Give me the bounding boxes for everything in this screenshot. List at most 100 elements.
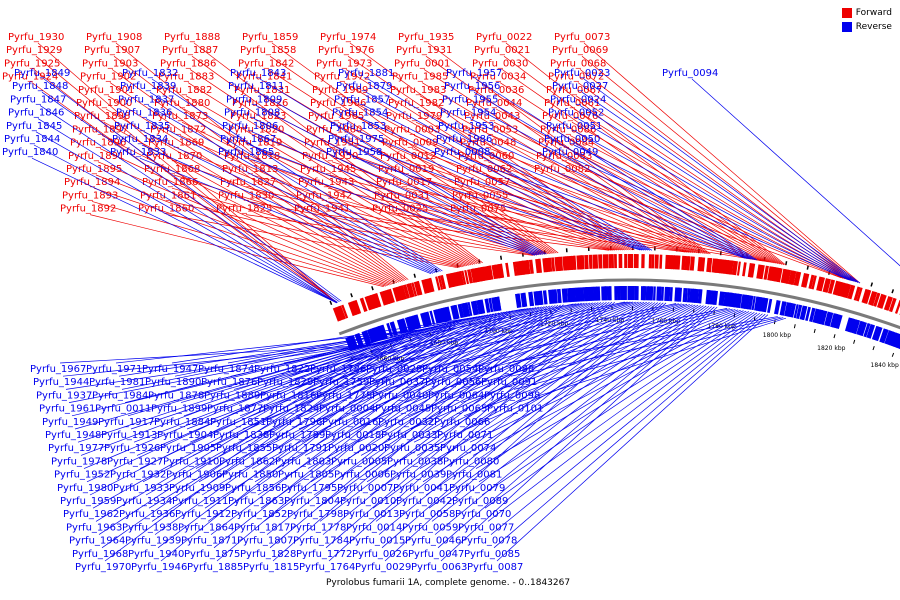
leader-line (481, 201, 763, 262)
reverse-gene-mark (650, 286, 654, 301)
leader-line (247, 201, 535, 256)
leader-line (466, 309, 741, 430)
reverse-gene-label: Pyrfu_1835 (114, 121, 170, 132)
leader-line (325, 301, 613, 549)
forward-gene-mark (822, 278, 831, 293)
reverse-gene-label: Pyrfu_1864 (178, 522, 234, 533)
leader-line (357, 144, 643, 251)
forward-gene-label: Pyrfu_1930 (8, 32, 64, 43)
reverse-gene-mark (866, 323, 874, 339)
leader-line (497, 95, 779, 265)
forward-gene-mark (756, 264, 763, 279)
leader-line (493, 121, 775, 264)
reverse-gene-mark (836, 314, 843, 330)
reverse-gene-label: Pyrfu_0045 (375, 404, 431, 415)
reverse-gene-label: Pyrfu_1828 (240, 549, 296, 560)
leader-line (59, 344, 374, 364)
forward-gene-label: Pyrfu_1950 (302, 151, 358, 162)
forward-gene-label: Pyrfu_0072 (548, 72, 604, 83)
forward-gene-mark (488, 265, 494, 280)
forward-gene-label: Pyrfu_0030 (472, 58, 528, 69)
reverse-gene-label: Pyrfu_1949 (42, 417, 98, 428)
reverse-gene-label: Pyrfu_0066 (434, 417, 490, 428)
leader-line (483, 187, 765, 262)
leader-line (71, 341, 384, 417)
reverse-gene-label: Pyrfu_1980 (57, 483, 113, 494)
forward-gene-label: Pyrfu_0067 (546, 85, 602, 96)
forward-gene-label: Pyrfu_0022 (476, 32, 532, 43)
reverse-gene-mark (488, 297, 494, 313)
forward-gene-mark (853, 286, 861, 301)
leader-line (265, 82, 553, 254)
reverse-gene-label: Pyrfu_1937 (36, 390, 92, 401)
leader-line (471, 105, 754, 260)
forward-gene-label: Pyrfu_1903 (82, 58, 138, 69)
leader-line (490, 313, 763, 535)
reverse-gene-label: Pyrfu_1845 (6, 121, 62, 132)
leader-line (286, 303, 577, 377)
reverse-gene-mark (614, 286, 618, 301)
reverse-gene-mark (585, 287, 589, 302)
reverse-gene-label: Pyrfu_1932 (110, 470, 166, 481)
leader-line (130, 325, 436, 430)
reverse-gene-mark (444, 306, 452, 322)
reverse-gene-label: Pyrfu_1836 (116, 108, 172, 119)
reverse-gene-label: Pyrfu_1906 (166, 470, 222, 481)
leader-line (193, 42, 483, 264)
leader-line (249, 144, 537, 256)
forward-gene-label: Pyrfu_0076 (542, 111, 598, 122)
leader-line (41, 91, 340, 303)
forward-gene-label: Pyrfu_1820 (228, 124, 284, 135)
leader-line (510, 316, 781, 377)
forward-gene-mark (407, 283, 415, 298)
leader-line (149, 91, 441, 272)
reverse-gene-label: Pyrfu_1778 (290, 522, 346, 533)
reverse-gene-label: Pyrfu_1978 (51, 456, 107, 467)
reverse-gene-mark (747, 295, 754, 310)
reverse-gene-mark (553, 289, 558, 304)
reverse-gene-label: Pyrfu_1806 (222, 121, 278, 132)
leader-line (187, 82, 478, 265)
reverse-gene-label: Pyrfu_1874 (198, 364, 254, 375)
forward-gene-label: Pyrfu_0044 (466, 98, 522, 109)
kbp-tick-label: 1800 kbp (763, 332, 791, 339)
forward-gene-mark (437, 275, 444, 290)
forward-gene-label: Pyrfu_1883 (158, 72, 214, 83)
leader-line (516, 317, 787, 403)
reverse-gene-label: Pyrfu_1984 (92, 390, 148, 401)
leader-line (475, 311, 750, 469)
reverse-gene-label: Pyrfu_0101 (487, 404, 543, 415)
reverse-gene-label: Pyrfu_0071 (437, 430, 493, 441)
reverse-gene-mark (812, 308, 819, 323)
leader-line (239, 307, 534, 417)
forward-gene-label: Pyrfu_1823 (230, 111, 286, 122)
leader-line (121, 327, 428, 390)
reverse-gene-mark (821, 310, 828, 325)
reverse-gene-label: Pyrfu_0004 (319, 404, 375, 415)
reverse-gene-mark (401, 318, 409, 333)
leader-line (255, 105, 543, 255)
forward-gene-mark (790, 270, 797, 286)
kbp-tick-label: 1660 kbp (376, 355, 404, 362)
leader-line (295, 302, 585, 417)
reverse-gene-mark (420, 312, 427, 328)
reverse-gene-label: Pyrfu_0024 (550, 94, 606, 105)
leader-line (177, 148, 468, 267)
leader-line (109, 82, 403, 282)
reverse-gene-label: Pyrfu_1890 (145, 377, 201, 388)
leader-line (93, 187, 388, 286)
reverse-gene-label: Pyrfu_1807 (237, 536, 293, 547)
forward-gene-label: Pyrfu_1945 (300, 164, 356, 175)
forward-gene-label: Pyrfu_1858 (240, 45, 296, 56)
forward-gene-label: Pyrfu_1907 (84, 45, 140, 56)
reverse-gene-label: Pyrfu_1796 (266, 417, 322, 428)
reverse-gene-label: Pyrfu_0079 (449, 483, 505, 494)
leader-line (230, 308, 526, 377)
forward-gene-mark (610, 254, 614, 269)
forward-gene-label: Pyrfu_1901 (78, 85, 134, 96)
forward-gene-label: Pyrfu_1830 (218, 190, 274, 201)
reverse-gene-mark (780, 301, 787, 316)
forward-gene-mark (759, 264, 765, 280)
